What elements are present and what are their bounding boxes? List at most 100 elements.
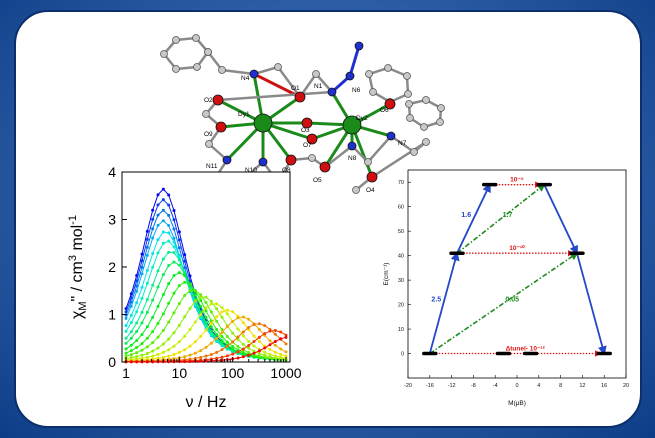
atom-o4 (366, 171, 378, 183)
ac-data-point (177, 271, 181, 275)
ac-data-point (247, 317, 251, 321)
ac-data-point (263, 346, 267, 350)
ac-data-point (225, 344, 229, 348)
ac-data-point (225, 308, 229, 312)
ac-data-point (167, 193, 171, 197)
ac-data-point (236, 316, 240, 320)
ac-data-point (183, 293, 187, 297)
ac-data-point (220, 331, 224, 335)
relaxation-arrow (428, 251, 460, 354)
ac-data-point (183, 266, 187, 270)
ac-data-point (156, 335, 160, 339)
ac-data-point (145, 281, 149, 285)
carbon-atom (352, 186, 360, 194)
carbon-atom (369, 88, 377, 96)
ac-data-point (199, 355, 203, 359)
energy-x-tick-label: 8 (559, 383, 562, 389)
atom-n11 (222, 155, 232, 165)
ac-data-point (135, 321, 139, 325)
ac-data-point (167, 203, 171, 207)
ac-data-point (135, 289, 139, 293)
ac-data-point (188, 344, 192, 348)
ac-data-point (284, 333, 288, 337)
ac-data-point (263, 350, 267, 354)
ac-data-point (172, 353, 176, 357)
ac-data-point (220, 310, 224, 314)
ac-data-point (156, 213, 160, 217)
energy-y-tick-label: 50 (398, 229, 404, 235)
ac-data-point (263, 324, 267, 328)
ac-data-point (279, 352, 283, 356)
bond (367, 135, 392, 163)
ac-data-point (151, 227, 155, 231)
ac-data-point (161, 187, 165, 191)
energy-x-tick-label: -16 (426, 383, 434, 389)
energy-levels-group (422, 182, 612, 356)
ac-data-point (236, 345, 240, 349)
ac-data-point (247, 353, 251, 357)
ac-data-point (156, 346, 160, 350)
ac-data-point (135, 351, 139, 355)
ac-data-point (183, 253, 187, 257)
ac-data-point (156, 352, 160, 356)
ac-data-point (193, 288, 197, 292)
ac-data-point (177, 350, 181, 354)
ac-data-point (279, 330, 283, 334)
energy-x-axis-label: M(μB) (508, 400, 526, 407)
ac-data-point (151, 341, 155, 345)
ac-data-point (247, 346, 251, 350)
atom-label: O5 (313, 177, 322, 184)
ac-data-point (156, 223, 160, 227)
ac-data-point (161, 208, 165, 212)
ac-data-point (241, 355, 245, 359)
ac-data-point (215, 302, 219, 306)
ac-data-point (145, 310, 149, 314)
ac-data-point (145, 245, 149, 249)
ac-data-point (156, 269, 160, 273)
ac-data-point (124, 351, 128, 355)
ac-data-point (236, 337, 240, 341)
ac-data-point (268, 355, 272, 359)
ac-data-point (140, 321, 144, 325)
carbon-atom (172, 65, 180, 73)
ac-data-point (236, 335, 240, 339)
ac-data-point (257, 327, 261, 331)
ac-data-point (156, 238, 160, 242)
ac-data-point (273, 343, 277, 347)
ac-data-point (129, 336, 133, 340)
ac-y-tick-label: 1 (108, 307, 116, 323)
atom-label: N1 (314, 83, 323, 90)
atom-o2 (212, 94, 224, 106)
arrow-label: 1.6 (461, 212, 471, 219)
ac-data-point (199, 304, 203, 308)
atom-n4 (249, 69, 259, 79)
ac-data-point (188, 289, 192, 293)
atom-n6 (345, 71, 355, 81)
ac-data-point (183, 348, 187, 352)
carbon-atom (403, 72, 411, 80)
ac-data-point (124, 347, 128, 351)
ac-data-point (145, 351, 149, 355)
energy-ticks-group: -20 -16 -12 -8 -4 0 4 8 12 16 20 0 10 20 30 40 50 60 70 (398, 180, 629, 389)
ac-data-point (199, 293, 203, 297)
atom-label: O2 (204, 97, 213, 104)
ac-data-point (257, 322, 261, 326)
carbon-atom (274, 63, 282, 71)
ac-data-point (220, 305, 224, 309)
ac-data-point (135, 329, 139, 333)
ac-data-point (151, 252, 155, 256)
carbon-atom (406, 114, 414, 122)
ac-data-point (193, 299, 197, 303)
bond (371, 140, 427, 179)
ac-data-point (167, 224, 171, 228)
energy-y-tick-label: 60 (398, 205, 404, 211)
carbon-atom (420, 123, 428, 131)
atom-o6 (384, 98, 396, 110)
ac-data-point (204, 315, 208, 319)
ac-y-label-sub: M (77, 301, 89, 310)
ac-data-point (167, 348, 171, 352)
carbon-atom (422, 138, 430, 146)
ac-x-tick-label: 1 (122, 365, 130, 381)
ac-data-point (241, 330, 245, 334)
atom-o5 (319, 161, 331, 173)
